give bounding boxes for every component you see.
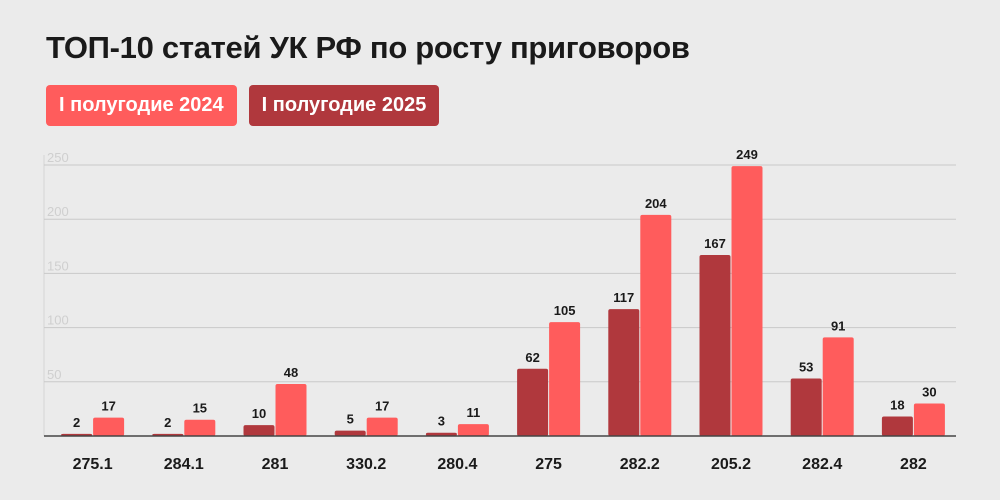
bar-2024 [184,419,216,436]
bar-2025 [517,368,549,436]
data-label: 3 [438,414,445,429]
x-tick-label: 205.2 [711,456,751,473]
x-tick-label: 284.1 [164,456,204,473]
data-label: 249 [736,147,758,162]
y-tick-label: 200 [47,204,69,219]
x-tick-label: 275.1 [73,456,113,473]
x-tick-label: 275 [535,456,562,473]
bar-2025 [790,378,822,436]
data-label: 2 [164,415,171,430]
data-label: 15 [193,401,207,416]
chart-title: ТОП-10 статей УК РФ по росту приговоров [46,30,690,65]
bar-2025 [881,416,913,436]
x-tick-label: 330.2 [346,456,386,473]
bar-2024 [640,214,672,436]
y-tick-label: 50 [47,367,61,382]
x-tick-label: 282 [900,456,927,473]
data-label: 18 [890,397,904,412]
y-tick-label: 100 [47,313,69,328]
data-label: 53 [799,360,813,375]
bar-2025 [699,254,731,436]
data-label: 30 [922,384,936,399]
x-tick-label: 280.4 [437,456,477,473]
legend: I полугодие 2024 I полугодие 2025 [46,85,440,126]
bar-2024 [457,424,489,436]
bar-2024 [93,417,125,436]
bar-2025 [608,309,640,436]
data-label: 10 [252,406,266,421]
y-tick-label: 250 [47,150,69,165]
data-label: 204 [645,196,667,211]
data-label: 105 [554,303,576,318]
y-tick-label: 150 [47,258,69,273]
data-label: 11 [467,405,481,420]
data-label: 91 [831,318,845,333]
data-label: 117 [613,290,634,305]
bar-2024 [822,337,854,436]
data-label: 62 [525,350,539,365]
bar-2024 [549,322,581,436]
bar-2025 [243,425,275,436]
x-tick-label: 281 [262,456,289,473]
bar-2025 [334,430,366,436]
data-label: 17 [375,399,389,414]
bar-2025 [425,432,457,436]
legend-item-2024: I полугодие 2024 [46,85,237,126]
data-label: 17 [101,399,115,414]
bar-2024 [913,403,945,436]
data-label: 48 [284,365,298,380]
bar-2024 [366,417,398,436]
data-label: 5 [347,412,354,427]
bar-2024 [731,166,763,437]
bar-2024 [275,383,307,436]
x-tick-label: 282.2 [620,456,660,473]
x-tick-label: 282.4 [802,456,842,473]
legend-item-2025: I полугодие 2025 [248,85,440,126]
data-label: 2 [73,415,80,430]
data-label: 167 [704,236,726,251]
